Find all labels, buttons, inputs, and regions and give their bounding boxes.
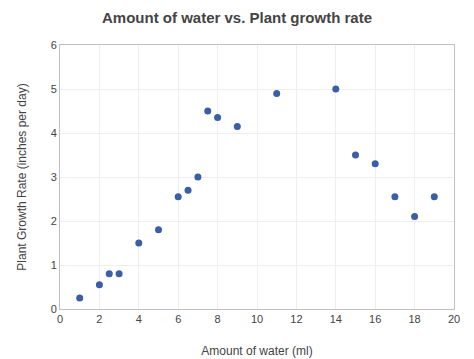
svg-text:6: 6	[51, 39, 57, 51]
svg-text:6: 6	[175, 313, 181, 325]
svg-text:20: 20	[448, 313, 460, 325]
svg-text:0: 0	[57, 313, 63, 325]
svg-text:8: 8	[215, 313, 221, 325]
svg-text:10: 10	[251, 313, 263, 325]
svg-text:4: 4	[51, 127, 57, 139]
svg-text:Plant Growth Rate (inches per: Plant Growth Rate (inches per day)	[15, 83, 29, 270]
svg-text:Amount of water vs. Plant grow: Amount of water vs. Plant growth rate	[102, 9, 372, 26]
svg-text:14: 14	[330, 313, 342, 325]
svg-text:16: 16	[369, 313, 381, 325]
svg-text:0: 0	[51, 303, 57, 315]
svg-text:3: 3	[51, 171, 57, 183]
svg-text:2: 2	[51, 215, 57, 227]
svg-text:2: 2	[96, 313, 102, 325]
svg-text:1: 1	[51, 259, 57, 271]
svg-text:4: 4	[136, 313, 142, 325]
svg-text:5: 5	[51, 83, 57, 95]
svg-text:12: 12	[290, 313, 302, 325]
svg-text:18: 18	[408, 313, 420, 325]
svg-text:Amount of water (ml): Amount of water (ml)	[201, 344, 312, 358]
